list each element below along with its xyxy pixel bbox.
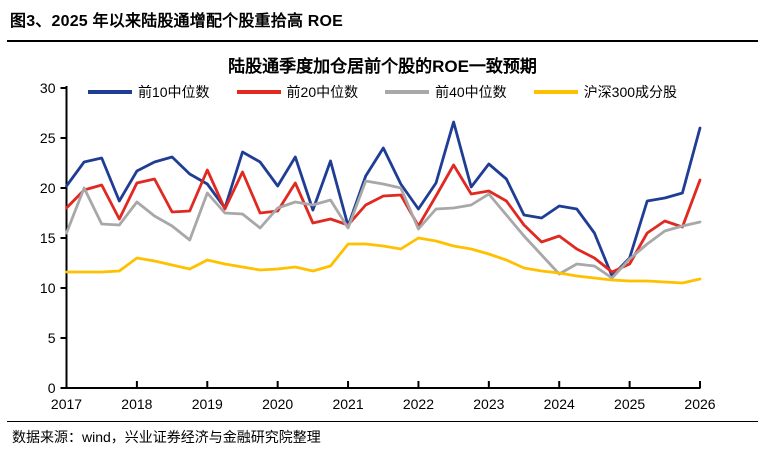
y-tick-label: 10: [40, 280, 56, 296]
x-tick-label: 2024: [544, 396, 575, 412]
title-divider: [7, 40, 758, 42]
legend-item-1: 前20中位数: [236, 82, 359, 102]
legend-swatch-1: [236, 90, 281, 94]
legend-swatch-3: [533, 90, 578, 94]
legend-swatch-0: [87, 90, 132, 94]
legend-item-2: 前40中位数: [385, 82, 507, 102]
y-tick-label: 20: [40, 180, 56, 196]
legend-label-3: 沪深300成分股: [583, 84, 678, 100]
chart-title: 陆股通季度加仓居前个股的ROE一致预期: [228, 57, 537, 76]
y-tick-label: 25: [40, 130, 56, 146]
x-tick-label: 2026: [684, 396, 715, 412]
figure-title: 图3、2025 年以来陆股通增配个股重拾高 ROE: [10, 13, 344, 30]
legend-label-0: 前10中位数: [137, 84, 210, 100]
x-tick-label: 2025: [614, 396, 645, 412]
x-tick-label: 2022: [403, 396, 434, 412]
x-tick-label: 2020: [262, 396, 293, 412]
series-line-2: [65, 179, 702, 280]
x-tick-label: 2017: [51, 396, 82, 412]
x-tick-label: 2023: [473, 396, 504, 412]
x-tick-label: 2018: [121, 396, 152, 412]
legend-swatch-2: [385, 90, 430, 94]
series-line-3: [65, 236, 702, 285]
series-line-1: [65, 163, 702, 274]
y-tick-label: 15: [40, 230, 56, 246]
y-tick-label: 30: [40, 80, 56, 96]
legend-label-2: 前40中位数: [435, 84, 507, 100]
legend-label-1: 前20中位数: [286, 84, 359, 100]
legend-item-0: 前10中位数: [87, 82, 210, 102]
y-tick-label: 0: [48, 380, 56, 396]
data-source-note: 数据来源：wind，兴业证券经济与金融研究院整理: [12, 429, 321, 445]
y-tick-label: 5: [48, 330, 56, 346]
series-line-0: [65, 120, 702, 278]
chart-legend: 前10中位数 前20中位数 前40中位数 沪深300成分股: [0, 83, 765, 101]
legend-item-3: 沪深300成分股: [533, 82, 678, 102]
x-tick-label: 2019: [192, 396, 223, 412]
footer-divider: [7, 421, 758, 422]
x-tick-label: 2021: [332, 396, 363, 412]
